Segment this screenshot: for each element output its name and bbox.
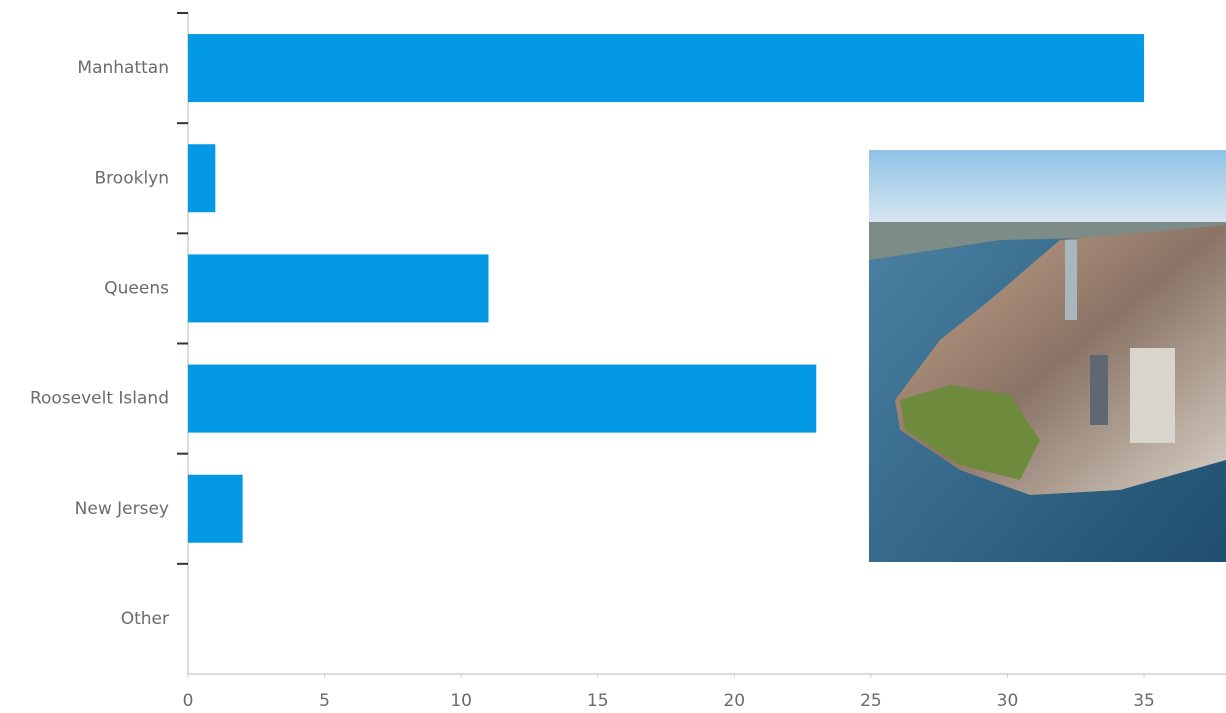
x-tick-label: 30 [997, 691, 1019, 711]
photo-park [900, 385, 1040, 480]
y-tick-label: Queens [104, 278, 169, 298]
photo-building [1130, 348, 1175, 443]
photo [869, 150, 1226, 562]
x-tick-label: 20 [723, 691, 745, 711]
x-tick-label: 35 [1133, 691, 1155, 711]
y-tick-label: Roosevelt Island [30, 389, 169, 409]
y-tick-label: Manhattan [77, 58, 169, 78]
y-tick-label: New Jersey [75, 499, 169, 519]
plot-area: 0 5 10 15 20 25 30 35 Manhattan Brooklyn Queens Roo… [30, 12, 1226, 711]
photo-building [1090, 355, 1108, 425]
bar [188, 34, 1145, 103]
bar [188, 364, 817, 433]
photo-far-shore [869, 222, 1226, 260]
x-tick-label: 0 [183, 691, 194, 711]
photo-sky [869, 150, 1226, 222]
bar [188, 254, 489, 323]
y-tick-label: Brooklyn [95, 168, 169, 188]
x-tick-label: 15 [587, 691, 609, 711]
photo-tower [1065, 240, 1077, 320]
x-tick-label: 5 [319, 691, 330, 711]
bar [188, 144, 216, 213]
x-tick-label: 10 [450, 691, 472, 711]
y-tick-label: Other [121, 609, 169, 629]
x-tick-label: 25 [860, 691, 882, 711]
bar [188, 474, 243, 543]
